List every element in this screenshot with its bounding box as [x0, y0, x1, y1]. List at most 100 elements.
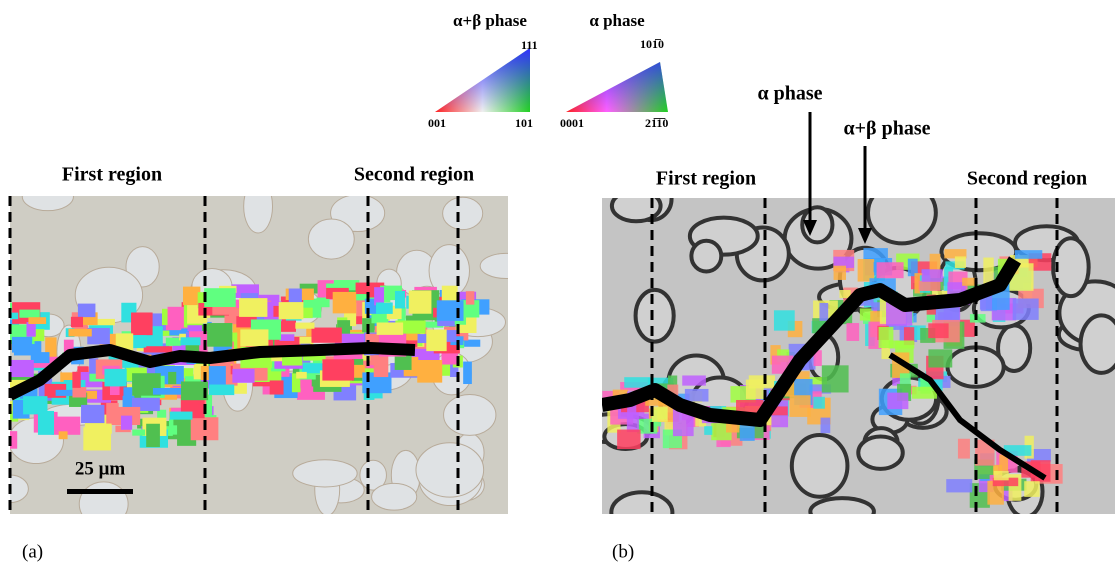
ipf-triangle-overlay [566, 62, 668, 112]
ebsd-grain [239, 298, 267, 317]
ebsd-grain [374, 355, 389, 377]
ebsd-grain [813, 397, 825, 409]
legend-title: α+β phase [453, 11, 527, 30]
ebsd-grain [466, 291, 474, 304]
ebsd-grain [821, 418, 831, 434]
ebsd-grain [38, 411, 54, 435]
ebsd-grain [279, 302, 304, 319]
grain [691, 241, 721, 272]
annotation: α phase [757, 83, 822, 105]
grain [810, 498, 874, 525]
ebsd-grain [131, 312, 153, 335]
grain [480, 253, 532, 278]
ebsd-grain [59, 431, 68, 439]
ebsd-grain [682, 375, 706, 385]
ebsd-grain [78, 304, 96, 318]
ebsd-grain [846, 323, 859, 341]
ebsd-grain [166, 338, 181, 346]
grain [858, 437, 902, 469]
legend-label: 001 [428, 116, 446, 130]
ebsd-grain [409, 290, 432, 313]
ebsd-grain [71, 317, 83, 327]
ebsd-grain [919, 281, 941, 291]
ebsd-grain [295, 323, 314, 329]
grain [22, 182, 73, 210]
ebsd-grain [983, 258, 993, 285]
ebsd-grain [170, 412, 193, 420]
ebsd-grain [417, 360, 442, 383]
ebsd-grain [395, 291, 405, 308]
ebsd-grain [207, 323, 232, 347]
ebsd-grain [652, 407, 668, 422]
region-label: First region [62, 164, 162, 186]
ebsd-grain [153, 388, 184, 395]
region-label: First region [656, 168, 756, 190]
annotation: α+β phase [843, 118, 930, 140]
ebsd-grain [56, 390, 75, 396]
ebsd-grain [146, 424, 160, 447]
ebsd-grain [26, 322, 35, 337]
grain [636, 290, 674, 342]
ebsd-grain [958, 439, 970, 459]
ebsd-grain [1013, 299, 1039, 320]
ebsd-grain [209, 385, 234, 396]
ebsd-grain [23, 396, 47, 414]
grain [443, 197, 483, 229]
ebsd-grain [72, 372, 80, 388]
ebsd-grain [822, 365, 849, 392]
ebsd-grain [289, 289, 302, 303]
ebsd-grain [28, 317, 46, 324]
ebsd-grain [168, 372, 176, 384]
region-label: Second region [967, 168, 1087, 190]
ebsd-grain [442, 286, 458, 303]
grain [308, 219, 354, 259]
ebsd-grain [962, 278, 976, 286]
ebsd-grain [819, 303, 828, 321]
ebsd-grain [376, 302, 393, 313]
ebsd-grain [19, 310, 39, 318]
ebsd-grain [72, 387, 86, 397]
ebsd-grain [10, 360, 34, 377]
legend-label: 0001 [560, 116, 584, 130]
grain [611, 492, 672, 532]
ebsd-grain [685, 389, 709, 402]
ebsd-grain [774, 310, 795, 330]
grain [244, 180, 273, 233]
ipf-triangle-overlay [435, 48, 530, 112]
ebsd-grain [790, 395, 811, 417]
ebsd-grain [83, 427, 111, 450]
region-label: Second region [354, 164, 474, 186]
legend-label: 101 [515, 116, 533, 130]
legend-label: 21̅1̅0 [645, 116, 668, 130]
ebsd-grain [617, 430, 640, 449]
ebsd-grain [446, 330, 457, 342]
ebsd-grain [1015, 250, 1042, 259]
ebsd-grain [955, 256, 966, 268]
ebsd-grain [123, 387, 132, 410]
ebsd-grain [144, 346, 173, 352]
ebsd-grain [296, 372, 307, 379]
page: {"legend": {"items": [ {"title": "α+β ph… [0, 0, 1115, 570]
ebsd-grain [333, 292, 356, 313]
ebsd-grain [946, 479, 972, 492]
ebsd-grain [834, 266, 846, 280]
grain [416, 443, 484, 497]
ebsd-grain [463, 362, 472, 384]
grain [1081, 315, 1115, 373]
grain [372, 483, 417, 510]
ebsd-grain [255, 367, 268, 380]
ebsd-grain [270, 380, 284, 394]
ebsd-grain [746, 380, 764, 399]
ebsd-grain [928, 349, 952, 367]
ebsd-grain [994, 471, 1009, 480]
ebsd-grain [12, 337, 32, 353]
ebsd-grain [322, 359, 354, 380]
grain [444, 395, 496, 436]
scale-bar-label: 25 μm [75, 458, 126, 479]
ebsd-grain [132, 429, 145, 435]
ebsd-grain [704, 426, 712, 435]
ebsd-grain [426, 330, 446, 352]
ebsd-grain [311, 328, 341, 343]
ebsd-grain [317, 298, 330, 308]
ebsd-grain [181, 337, 201, 345]
